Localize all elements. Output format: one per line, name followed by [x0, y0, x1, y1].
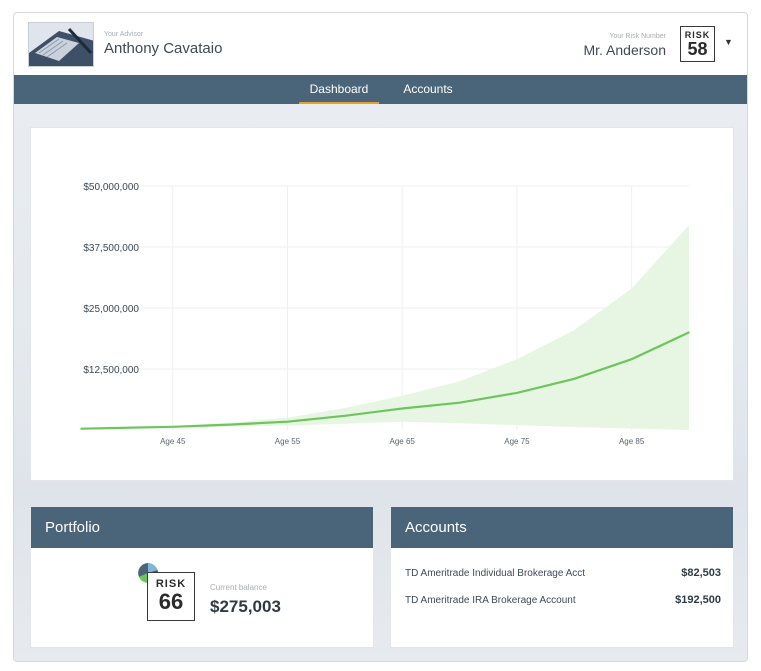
- portfolio-card: Portfolio RISK 66 Current balance $275,0…: [30, 506, 374, 648]
- account-value: $82,503: [681, 567, 721, 579]
- projection-range-band: [81, 225, 689, 430]
- portfolio-title: Portfolio: [31, 507, 373, 548]
- projection-point: [344, 415, 346, 417]
- advisor-label: Your Advisor: [104, 31, 144, 38]
- account-row[interactable]: TD Ameritrade IRA Brokerage Account $192…: [405, 594, 721, 611]
- projection-point: [401, 407, 404, 410]
- projection-point: [458, 401, 461, 404]
- x-tick-label: Age 75: [504, 437, 530, 446]
- projection-point: [573, 378, 576, 380]
- projection-line: [80, 331, 690, 430]
- projection-chart: $12,500,000 $25,000,000 $37,500,000 $50,000…: [80, 182, 690, 446]
- portfolio-risk-badge[interactable]: RISK 66: [147, 572, 195, 621]
- y-tick-label: $37,500,000: [83, 243, 139, 254]
- portfolio-risk-number: 66: [158, 589, 184, 614]
- projection-point: [229, 423, 231, 426]
- y-tick-label: $50,000,000: [83, 182, 139, 193]
- advisor-name: Anthony Cavataio: [104, 40, 223, 57]
- portfolio-risk-label: RISK: [155, 578, 187, 590]
- x-tick-label: Age 55: [275, 437, 301, 446]
- nav-bar: Dashboard Accounts: [14, 75, 747, 104]
- balance-value: $275,003: [210, 597, 281, 616]
- app-frame: Your Advisor Anthony Cavataio Your Risk …: [13, 12, 748, 662]
- tab-dashboard[interactable]: Dashboard: [299, 75, 379, 104]
- projection-point: [630, 358, 633, 360]
- projection-point: [80, 427, 82, 430]
- x-tick-label: Age 85: [619, 437, 645, 446]
- y-tick-label: $12,500,000: [83, 365, 139, 376]
- header: Your Advisor Anthony Cavataio Your Risk …: [14, 13, 747, 75]
- caret-down-icon[interactable]: ▼: [724, 37, 733, 47]
- advisor-photo: [28, 22, 94, 67]
- projection-chart-card: $12,500,000 $25,000,000 $37,500,000 $50,000…: [30, 127, 734, 481]
- tab-accounts[interactable]: Accounts: [403, 82, 453, 96]
- projection-point: [114, 427, 117, 429]
- projection-point: [688, 331, 690, 334]
- risk-number-badge[interactable]: RISK 58: [680, 26, 715, 62]
- y-tick-label: $25,000,000: [83, 304, 139, 315]
- projection-point: [516, 392, 518, 394]
- accounts-card: Accounts TD Ameritrade Individual Broker…: [390, 506, 734, 648]
- projection-point: [286, 420, 289, 423]
- risk-badge-label: RISK: [684, 30, 711, 40]
- account-row[interactable]: TD Ameritrade Individual Brokerage Acct …: [405, 567, 721, 584]
- projection-point: [172, 426, 174, 428]
- client-name[interactable]: Mr. Anderson: [583, 42, 667, 58]
- account-name: TD Ameritrade IRA Brokerage Account: [405, 595, 576, 606]
- balance-label: Current balance: [210, 583, 267, 592]
- account-name: TD Ameritrade Individual Brokerage Acct: [405, 568, 586, 579]
- x-tick-label: Age 45: [160, 437, 186, 446]
- client-risk-label: Your Risk Number: [609, 33, 666, 40]
- x-tick-label: Age 65: [390, 437, 416, 446]
- risk-badge-number: 58: [687, 39, 708, 59]
- accounts-title: Accounts: [391, 507, 733, 548]
- account-value: $192,500: [675, 594, 721, 606]
